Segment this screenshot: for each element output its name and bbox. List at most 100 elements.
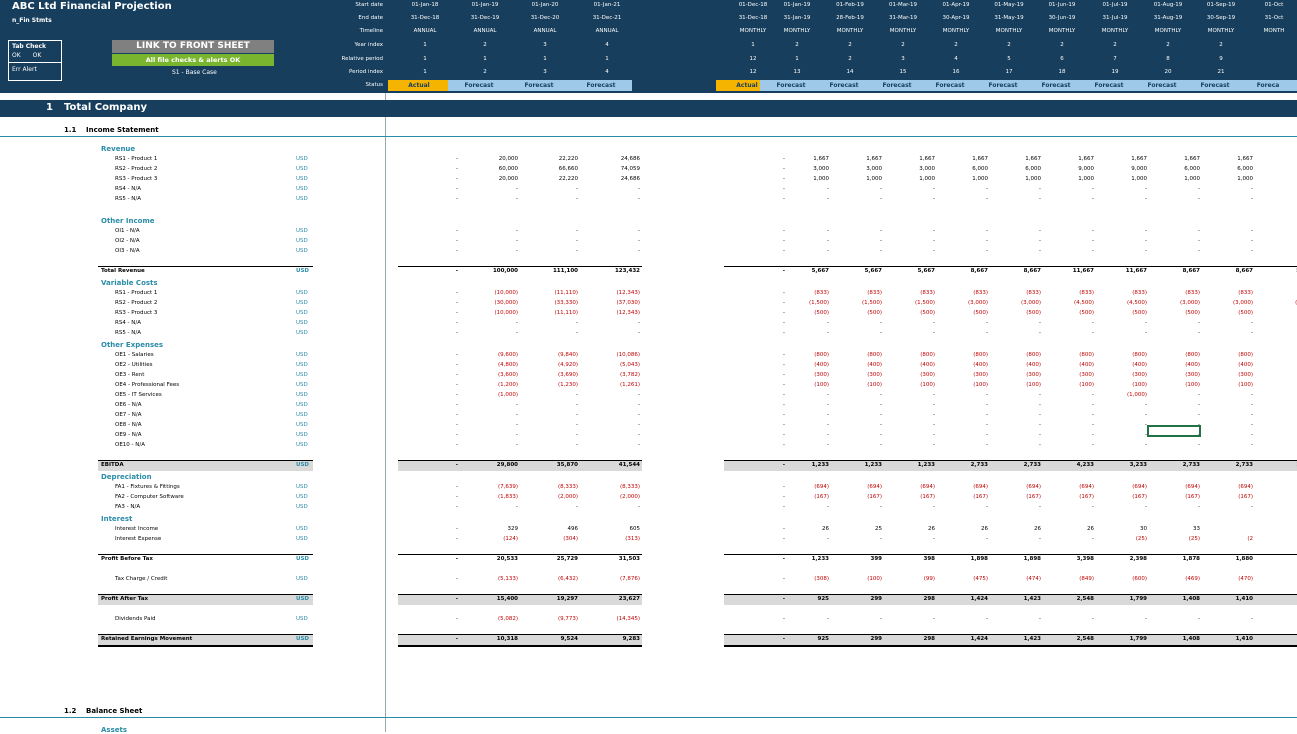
- monthly-value[interactable]: -: [1198, 196, 1200, 202]
- monthly-value[interactable]: 11,667: [1125, 268, 1147, 274]
- monthly-value[interactable]: (400): [1132, 362, 1147, 368]
- monthly-value[interactable]: 1,6: [1256, 156, 1297, 162]
- monthly-value[interactable]: -: [1198, 228, 1200, 234]
- annual-value[interactable]: -: [456, 402, 458, 408]
- monthly-value[interactable]: -: [1145, 402, 1147, 408]
- annual-value[interactable]: 15,400: [496, 596, 518, 602]
- monthly-value[interactable]: -: [986, 536, 988, 542]
- monthly-value[interactable]: -: [1256, 432, 1297, 438]
- monthly-value[interactable]: (2: [1247, 536, 1253, 542]
- annual-value[interactable]: (8,333): [619, 484, 640, 490]
- monthly-value[interactable]: -: [1039, 616, 1041, 622]
- monthly-value[interactable]: -: [880, 442, 882, 448]
- monthly-value[interactable]: -: [782, 636, 785, 642]
- monthly-value[interactable]: (694): [920, 484, 935, 490]
- monthly-value[interactable]: -: [1256, 228, 1297, 234]
- monthly-value[interactable]: (4,500): [1073, 300, 1094, 306]
- annual-value[interactable]: (3,600): [497, 372, 518, 378]
- monthly-value[interactable]: (3: [1256, 372, 1297, 378]
- monthly-value[interactable]: 1,000: [972, 176, 988, 182]
- monthly-value[interactable]: -: [1251, 616, 1253, 622]
- annual-value[interactable]: -: [516, 412, 518, 418]
- monthly-value[interactable]: 3,000: [813, 166, 829, 172]
- monthly-value[interactable]: -: [782, 268, 785, 274]
- monthly-value[interactable]: -: [1145, 616, 1147, 622]
- monthly-value[interactable]: (1: [1256, 494, 1297, 500]
- monthly-value[interactable]: -: [783, 352, 785, 358]
- monthly-value[interactable]: -: [1092, 412, 1094, 418]
- monthly-value[interactable]: -: [1256, 320, 1297, 326]
- annual-value[interactable]: 60,000: [498, 166, 518, 172]
- annual-value[interactable]: -: [576, 422, 578, 428]
- monthly-value[interactable]: (167): [1026, 494, 1041, 500]
- monthly-value[interactable]: (300): [1185, 372, 1200, 378]
- monthly-value[interactable]: -: [1251, 504, 1253, 510]
- monthly-value[interactable]: -: [783, 248, 785, 254]
- annual-value[interactable]: (5,133): [497, 576, 518, 582]
- annual-value[interactable]: -: [456, 494, 458, 500]
- annual-value[interactable]: 25,729: [556, 556, 578, 562]
- monthly-value[interactable]: -: [986, 422, 988, 428]
- monthly-value[interactable]: (500): [1026, 310, 1041, 316]
- monthly-value[interactable]: 26: [1087, 526, 1094, 532]
- annual-value[interactable]: -: [638, 412, 640, 418]
- monthly-value[interactable]: (167): [814, 494, 829, 500]
- monthly-value[interactable]: -: [783, 196, 785, 202]
- monthly-value[interactable]: -: [1039, 228, 1041, 234]
- annual-value[interactable]: -: [516, 248, 518, 254]
- monthly-value[interactable]: -: [1256, 412, 1297, 418]
- annual-value[interactable]: 29,800: [496, 462, 518, 468]
- monthly-value[interactable]: -: [783, 320, 785, 326]
- annual-value[interactable]: -: [638, 402, 640, 408]
- monthly-value[interactable]: -: [933, 228, 935, 234]
- monthly-value[interactable]: (300): [1026, 372, 1041, 378]
- monthly-value[interactable]: -: [1092, 504, 1094, 510]
- monthly-value[interactable]: -: [1145, 432, 1147, 438]
- monthly-value[interactable]: -: [783, 372, 785, 378]
- monthly-value[interactable]: -: [1251, 330, 1253, 336]
- monthly-value[interactable]: -: [1251, 320, 1253, 326]
- annual-value[interactable]: -: [516, 238, 518, 244]
- monthly-value[interactable]: -: [782, 462, 785, 468]
- monthly-value[interactable]: 1,667: [1025, 156, 1041, 162]
- monthly-value[interactable]: -: [1145, 186, 1147, 192]
- monthly-value[interactable]: 298: [923, 636, 935, 642]
- monthly-value[interactable]: (500): [867, 310, 882, 316]
- monthly-value[interactable]: 925: [817, 636, 829, 642]
- monthly-value[interactable]: -: [1092, 228, 1094, 234]
- monthly-value[interactable]: -: [1198, 402, 1200, 408]
- monthly-value[interactable]: (694): [814, 484, 829, 490]
- monthly-value[interactable]: (167): [867, 494, 882, 500]
- monthly-value[interactable]: 925: [817, 596, 829, 602]
- annual-value[interactable]: (10,000): [494, 290, 518, 296]
- annual-value[interactable]: -: [456, 166, 458, 172]
- annual-value[interactable]: (10,000): [494, 310, 518, 316]
- monthly-value[interactable]: -: [1256, 402, 1297, 408]
- monthly-value[interactable]: -: [783, 412, 785, 418]
- annual-value[interactable]: (4,800): [497, 362, 518, 368]
- monthly-value[interactable]: 6,000: [972, 166, 988, 172]
- monthly-value[interactable]: (3,000): [1020, 300, 1041, 306]
- monthly-value[interactable]: (1: [1256, 382, 1297, 388]
- monthly-value[interactable]: -: [1092, 402, 1094, 408]
- annual-value[interactable]: -: [456, 238, 458, 244]
- monthly-value[interactable]: 3,000: [866, 166, 882, 172]
- monthly-value[interactable]: 1,233: [917, 462, 935, 468]
- monthly-value[interactable]: -: [1145, 422, 1147, 428]
- monthly-value[interactable]: -: [783, 392, 785, 398]
- annual-value[interactable]: -: [576, 186, 578, 192]
- annual-value[interactable]: -: [516, 432, 518, 438]
- monthly-value[interactable]: (300): [920, 372, 935, 378]
- monthly-value[interactable]: 5,6: [1256, 268, 1297, 274]
- monthly-value[interactable]: -: [1092, 536, 1094, 542]
- monthly-value[interactable]: -: [933, 186, 935, 192]
- monthly-value[interactable]: -: [783, 166, 785, 172]
- annual-value[interactable]: 22,220: [558, 156, 578, 162]
- monthly-value[interactable]: -: [1092, 186, 1094, 192]
- monthly-value[interactable]: -: [1256, 442, 1297, 448]
- monthly-value[interactable]: -: [1039, 238, 1041, 244]
- monthly-value[interactable]: -: [783, 536, 785, 542]
- monthly-value[interactable]: -: [827, 402, 829, 408]
- monthly-value[interactable]: (600): [1132, 576, 1147, 582]
- annual-value[interactable]: (10,086): [616, 352, 640, 358]
